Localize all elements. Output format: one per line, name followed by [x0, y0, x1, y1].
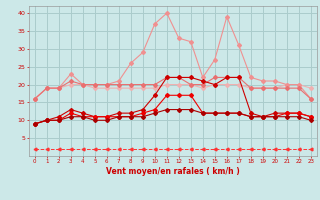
X-axis label: Vent moyen/en rafales ( km/h ): Vent moyen/en rafales ( km/h ) [106, 167, 240, 176]
